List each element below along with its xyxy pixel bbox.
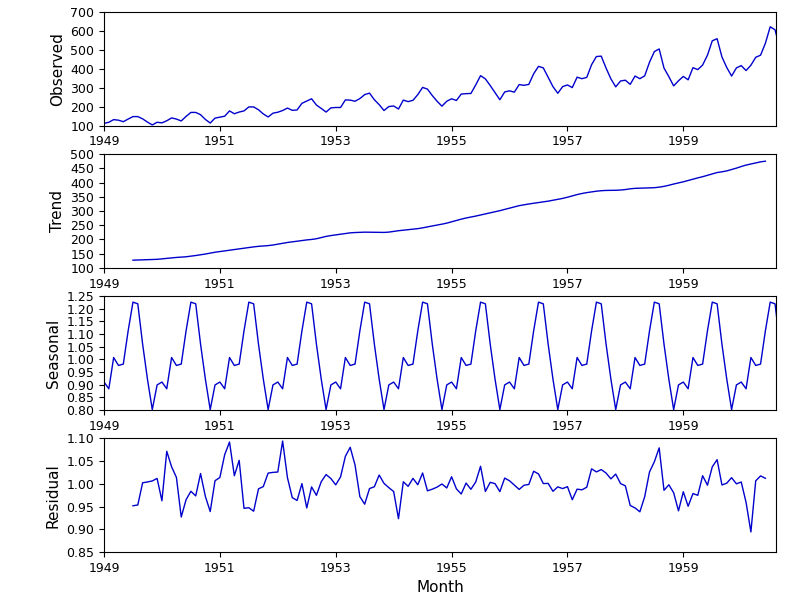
Y-axis label: Seasonal: Seasonal [46, 319, 61, 388]
Y-axis label: Residual: Residual [46, 463, 61, 527]
X-axis label: Month: Month [416, 580, 464, 595]
Y-axis label: Observed: Observed [50, 32, 65, 106]
Y-axis label: Trend: Trend [50, 190, 65, 232]
